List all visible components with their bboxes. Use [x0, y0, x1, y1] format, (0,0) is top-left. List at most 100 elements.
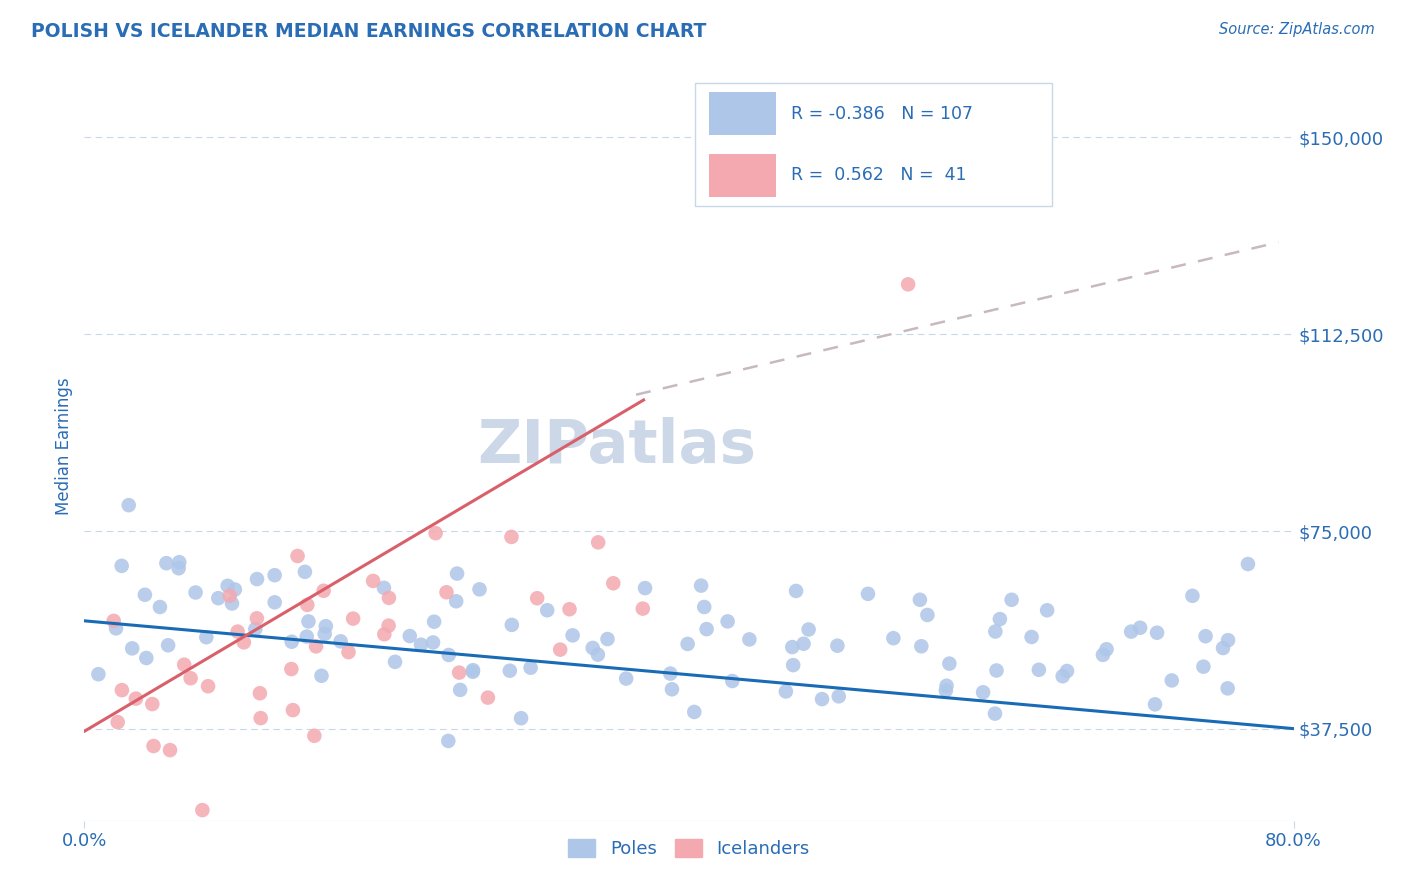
Point [468, 582, 491, 597]
Point [510, 711, 533, 725]
Point [586, 535, 609, 549]
Text: Source: ZipAtlas.com: Source: ZipAtlas.com [1219, 22, 1375, 37]
Point [910, 640, 932, 654]
Point [155, 556, 177, 570]
Point [683, 705, 706, 719]
Point [1056, 664, 1078, 678]
Point [984, 624, 1007, 639]
Point [125, 691, 148, 706]
Point [377, 618, 399, 632]
Point [373, 627, 395, 641]
Point [519, 661, 541, 675]
Point [409, 638, 432, 652]
Point [676, 637, 699, 651]
Point [986, 664, 1008, 678]
Point [314, 627, 336, 641]
Point [263, 595, 285, 609]
Point [882, 631, 904, 645]
Point [167, 555, 190, 569]
Point [315, 619, 337, 633]
Point [297, 598, 319, 612]
Point [536, 603, 558, 617]
Point [1052, 669, 1074, 683]
Point [118, 498, 141, 512]
Point [1194, 629, 1216, 643]
Point [295, 630, 318, 644]
Point [195, 630, 218, 644]
Point [111, 558, 134, 573]
Point [121, 641, 143, 656]
Point [249, 711, 271, 725]
Point [477, 690, 499, 705]
Point [935, 679, 957, 693]
Point [586, 648, 609, 662]
Point [191, 803, 214, 817]
Point [342, 612, 364, 626]
Legend: Poles, Icelanders: Poles, Icelanders [561, 831, 817, 865]
Point [811, 692, 834, 706]
Point [197, 679, 219, 693]
Point [1091, 648, 1114, 662]
Point [423, 615, 446, 629]
Point [384, 655, 406, 669]
Point [1143, 698, 1166, 712]
Point [221, 597, 243, 611]
Point [167, 561, 190, 575]
Point [149, 600, 172, 615]
Point [246, 572, 269, 586]
Point [938, 657, 960, 671]
Point [287, 549, 309, 563]
Point [436, 585, 458, 599]
Point [378, 591, 401, 605]
Point [461, 663, 484, 677]
Point [1192, 659, 1215, 673]
Point [935, 683, 957, 698]
Point [107, 715, 129, 730]
Text: ZIPatlas: ZIPatlas [477, 417, 756, 475]
Point [690, 579, 713, 593]
Point [548, 642, 571, 657]
Point [785, 583, 807, 598]
Point [184, 585, 207, 599]
Point [972, 685, 994, 699]
Point [218, 589, 240, 603]
Point [159, 743, 181, 757]
Point [693, 599, 716, 614]
Point [908, 592, 931, 607]
Point [232, 635, 254, 649]
Point [717, 615, 740, 629]
Point [425, 526, 447, 541]
Point [721, 673, 744, 688]
Point [596, 632, 619, 646]
Point [1001, 592, 1024, 607]
Point [499, 664, 522, 678]
Point [526, 591, 548, 606]
Point [311, 669, 333, 683]
Point [984, 706, 1007, 721]
Point [87, 667, 110, 681]
Point [1216, 681, 1239, 696]
Point [142, 739, 165, 753]
Point [1121, 624, 1143, 639]
Point [294, 565, 316, 579]
Point [602, 576, 624, 591]
Point [361, 574, 384, 588]
Point [135, 651, 157, 665]
Point [337, 645, 360, 659]
Point [373, 581, 395, 595]
Point [738, 632, 761, 647]
Point [561, 628, 583, 642]
Point [141, 697, 163, 711]
Point [398, 629, 420, 643]
Point [1028, 663, 1050, 677]
Point [1212, 640, 1234, 655]
Point [105, 621, 128, 635]
Bar [710, 153, 776, 197]
Point [449, 682, 471, 697]
Point [297, 615, 319, 629]
Point [828, 690, 851, 704]
Point [582, 640, 605, 655]
Point [659, 666, 682, 681]
Point [501, 618, 523, 632]
Point [634, 581, 657, 595]
